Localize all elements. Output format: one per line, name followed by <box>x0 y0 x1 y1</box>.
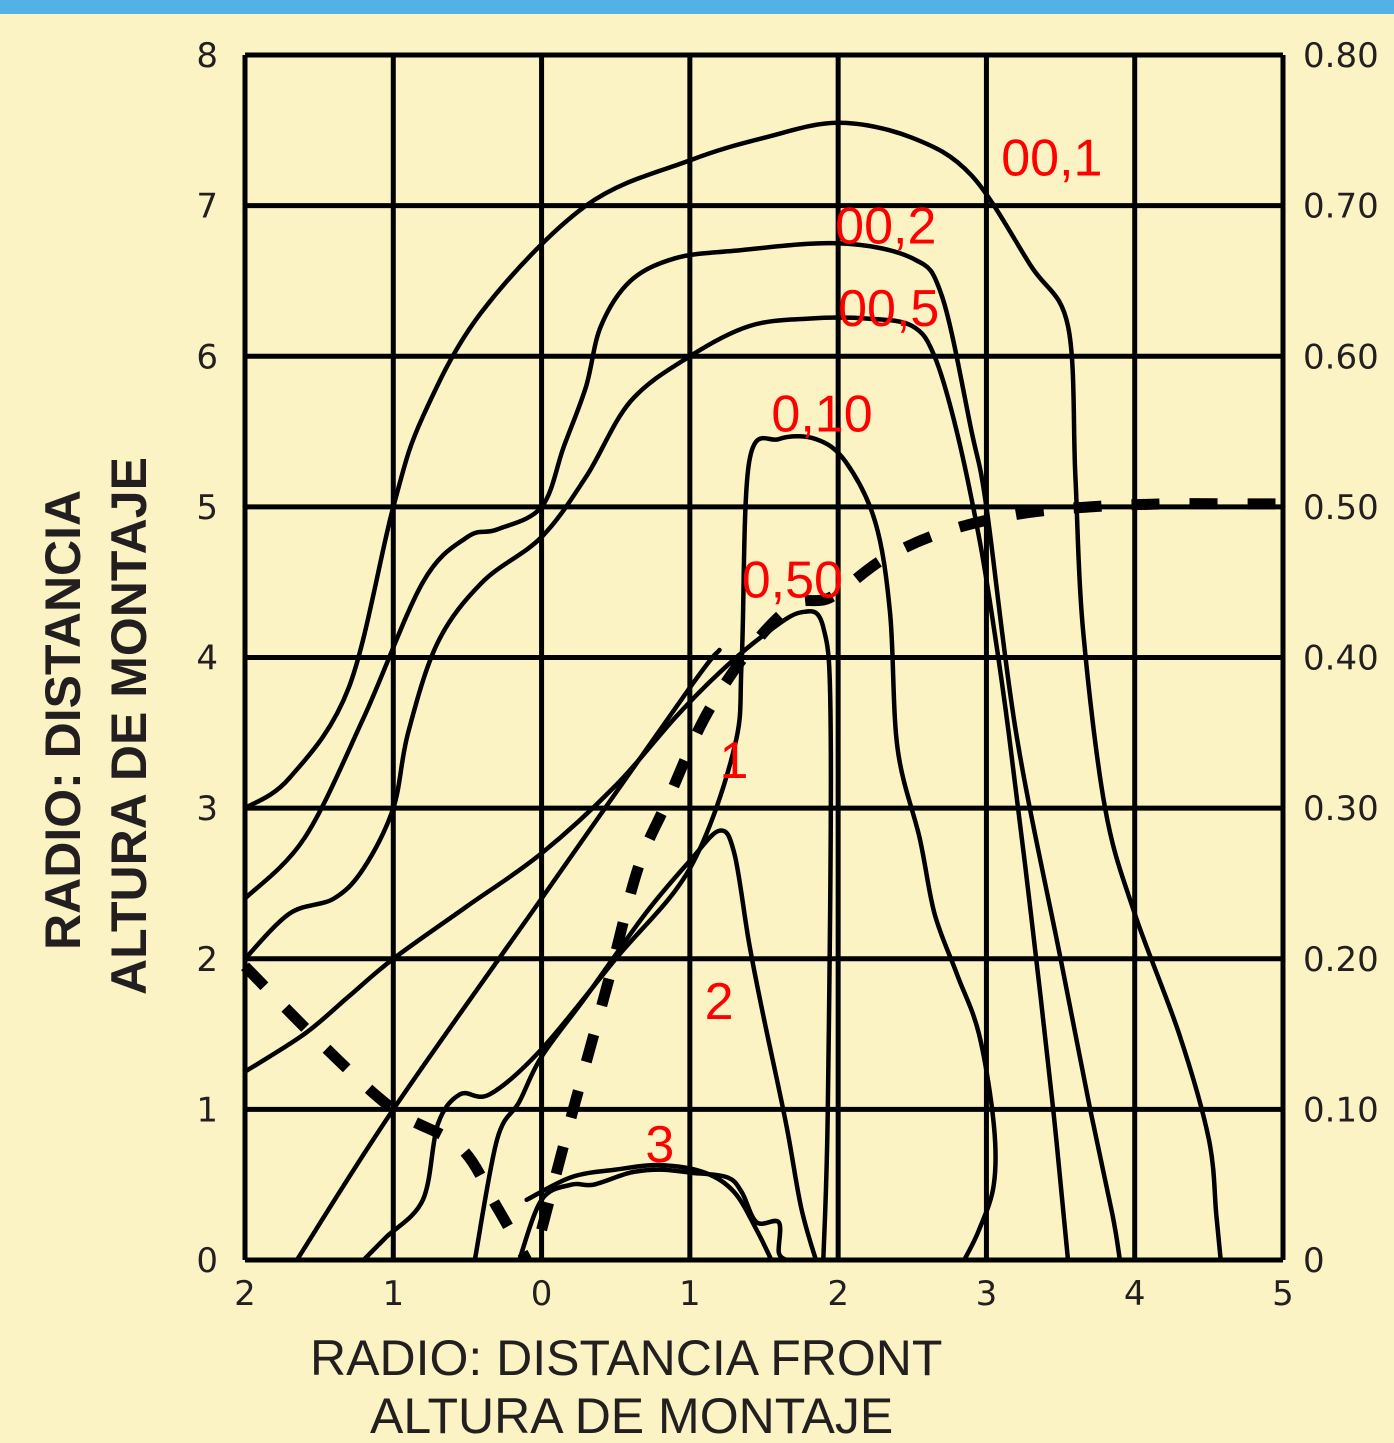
y-right-tick-label: 0.50 <box>1303 488 1379 528</box>
y-left-tick-label: 1 <box>196 1090 218 1130</box>
y-left-tick-label: 0 <box>196 1241 218 1281</box>
curve-label: 00,2 <box>835 197 936 255</box>
y-right-tick-label: 0.40 <box>1303 639 1379 679</box>
y-right-tick-label: 0 <box>1303 1241 1325 1281</box>
y-left-tick-label: 7 <box>196 187 218 227</box>
x-tick-label: 1 <box>679 1274 701 1314</box>
isoline-00-2 <box>242 240 1123 1263</box>
dashed-boundary-line-left <box>241 962 532 1263</box>
y-right-tick-label: 0.10 <box>1303 1090 1379 1130</box>
curves <box>241 120 1283 1263</box>
x-tick-label: 2 <box>234 1274 256 1314</box>
x-axis-title-line-2: ALTURA DE MONTAJE <box>370 1388 893 1443</box>
curve-label: 1 <box>720 732 749 790</box>
tick-labels: 2 1 0 1 2 3 4 501234567800.100.200.300.400.500.… <box>196 36 1378 1314</box>
isoline-00-1 <box>242 120 1223 1263</box>
isoline-3 <box>517 1167 789 1263</box>
y-right-tick-label: 0.70 <box>1303 187 1379 227</box>
y-right-tick-label: 0.60 <box>1303 337 1379 377</box>
x-axis-title-line-1: RADIO: DISTANCIA FRONT <box>310 1330 942 1386</box>
y-axis-title-line-1: RADIO: DISTANCIA <box>35 490 91 950</box>
isoline-2 <box>472 828 819 1263</box>
curve-labels: 00,1 00,2 00,5 0,10 0,50 1 2 3 <box>645 130 1102 1175</box>
y-axis-title-line-2: ALTURA DE MONTAJE <box>101 457 157 995</box>
top-bar <box>0 0 1394 14</box>
isoline-0-50 <box>242 609 834 1263</box>
isoline-1 <box>294 647 722 1263</box>
y-right-tick-label: 0.80 <box>1303 36 1379 76</box>
curve-label: 2 <box>705 973 734 1031</box>
isoline-3_inner <box>524 1162 774 1263</box>
isoline-0-10 <box>361 434 998 1263</box>
y-left-tick-label: 2 <box>196 940 218 980</box>
x-tick-label: 1 <box>382 1274 404 1314</box>
x-tick-label: 0 <box>531 1274 553 1314</box>
x-tick-label: 5 <box>1272 1274 1294 1314</box>
curve-label: 3 <box>645 1116 674 1174</box>
y-left-tick-label: 6 <box>196 337 218 377</box>
y-left-tick-label: 5 <box>196 488 218 528</box>
x-tick-label: 3 <box>976 1274 998 1314</box>
y-right-tick-label: 0.30 <box>1303 789 1379 829</box>
grid <box>242 52 1286 1263</box>
y-right-tick-label: 0.20 <box>1303 940 1379 980</box>
curve-label: 0,50 <box>742 551 843 609</box>
x-tick-label: 4 <box>1124 1274 1146 1314</box>
y-left-tick-label: 4 <box>196 639 218 679</box>
curve-label: 0,10 <box>771 386 872 444</box>
curve-label: 00,1 <box>1001 130 1102 188</box>
x-tick-label: 2 <box>827 1274 849 1314</box>
y-left-tick-label: 8 <box>196 36 218 76</box>
curve-label: 00,5 <box>838 280 939 338</box>
y-left-tick-label: 3 <box>196 789 218 829</box>
isoline-00-5 <box>242 315 1071 1263</box>
